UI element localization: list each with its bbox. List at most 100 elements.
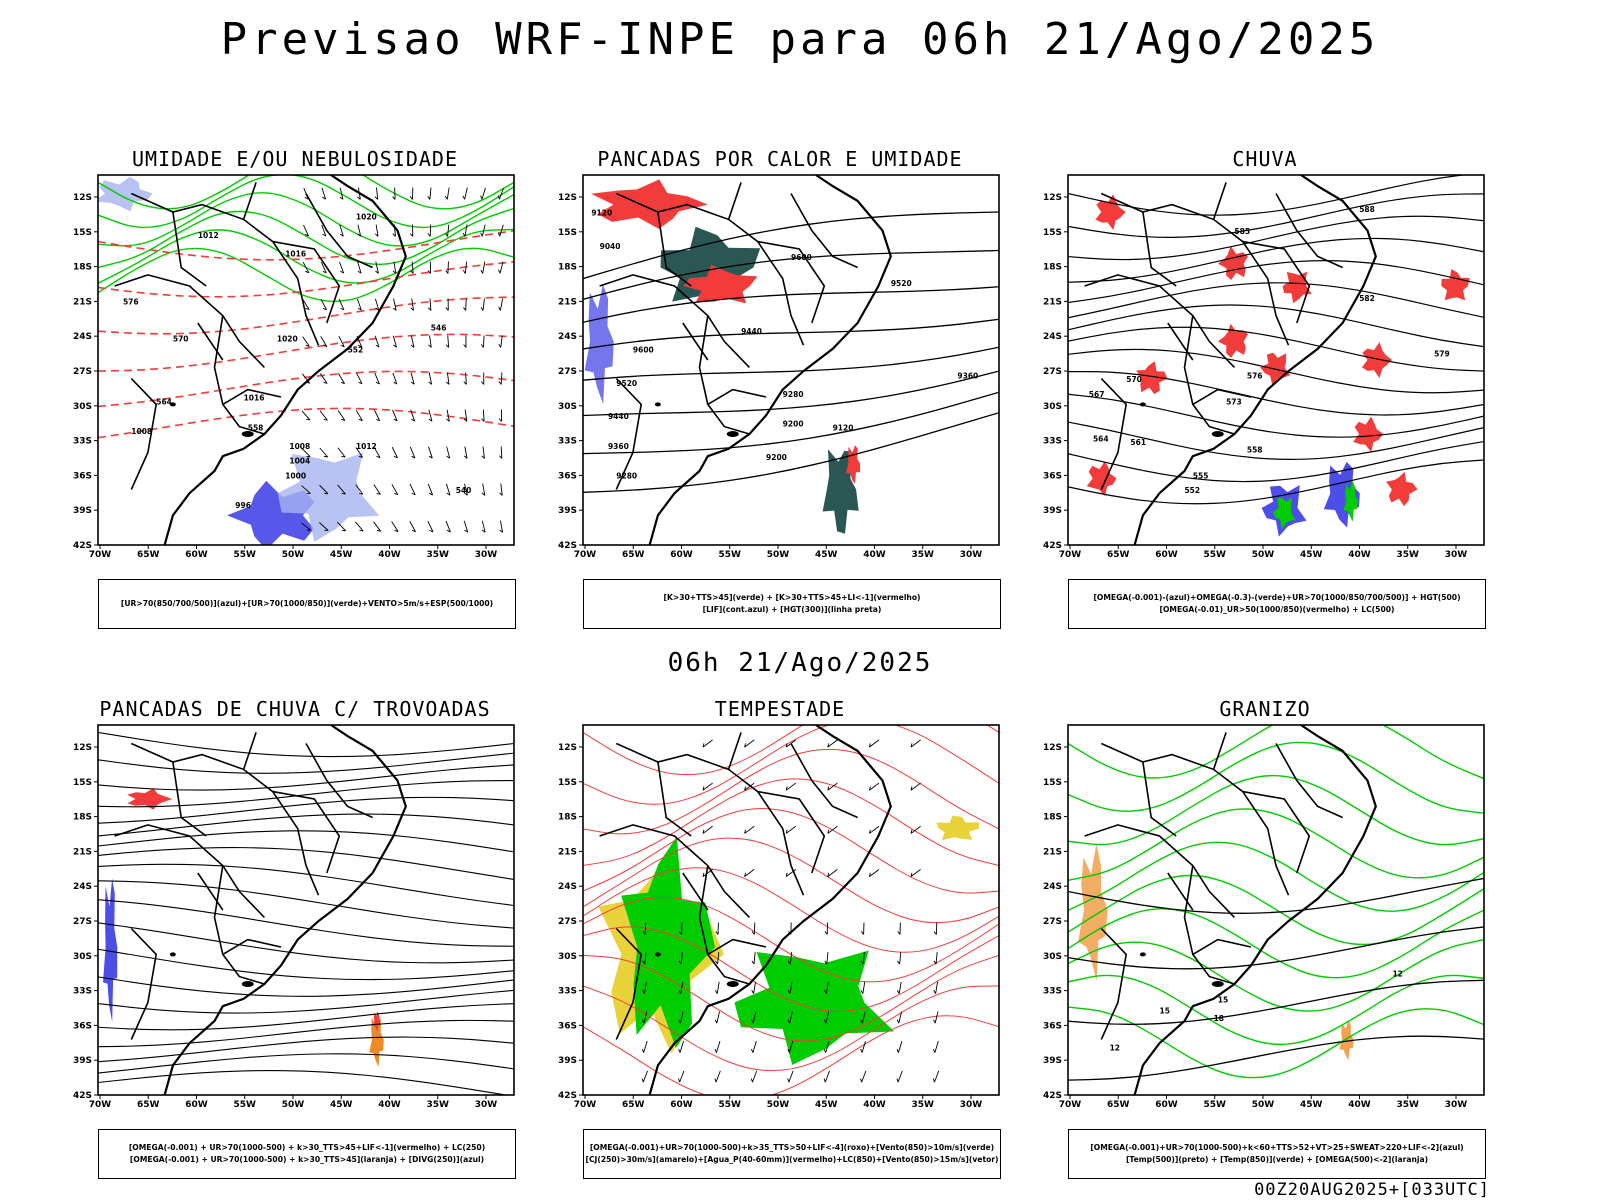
wind-vector — [428, 409, 433, 422]
streamline — [98, 1019, 514, 1048]
wind-vector — [498, 372, 503, 385]
map-frame — [582, 174, 1000, 546]
wind-vector — [302, 299, 310, 311]
wind-vector — [392, 187, 396, 200]
legend-line-2: [OMEGA(-0.001) + UR>70(1000-500) + k>30_… — [129, 1155, 485, 1164]
wind-vector — [824, 952, 829, 965]
map-frame — [1067, 724, 1485, 1096]
wind-vector — [463, 446, 468, 459]
country-border — [1084, 274, 1235, 368]
lon-tick-label: 30W — [1445, 1100, 1468, 1110]
wind-vector — [910, 869, 921, 877]
streamline — [98, 830, 514, 853]
map-frame — [97, 174, 515, 546]
panel-granizo: GRANIZO 12 15 18 15 12 12S 15S 18S 21S 24S 27S 30S 3… — [1030, 697, 1500, 1197]
lat-tick-label: 15S — [73, 228, 92, 238]
wind-vector — [932, 1070, 940, 1083]
unstable-area-red — [845, 445, 861, 484]
wind-vector — [355, 521, 364, 532]
wind-vector — [374, 187, 379, 200]
country-border — [1242, 790, 1311, 874]
contour-label: 576 — [123, 298, 139, 307]
contour-label: 570 — [173, 335, 189, 344]
contour-850-red — [583, 725, 999, 805]
country-border — [657, 211, 692, 287]
wind850-area-green — [734, 950, 895, 1065]
country-border — [1100, 192, 1290, 346]
legend-line-2: [CJ(250)>30m/s](amarelo)+[Agua_P(40-60mm… — [585, 1155, 999, 1164]
wind-vector — [463, 335, 467, 348]
wind-vector — [860, 952, 865, 965]
contour-label: 1016 — [244, 394, 265, 403]
lake-shape — [1139, 402, 1146, 407]
contour-850-red — [583, 725, 999, 776]
wind-vector — [320, 336, 328, 348]
lat-tick-label: 42S — [1043, 1091, 1062, 1101]
lon-tick-label: 35W — [1397, 550, 1420, 560]
panel-trovoadas: PANCADAS DE CHUVA C/ TROVOADAS 12S 15S 18S… — [60, 697, 530, 1197]
wind-vector — [481, 520, 486, 533]
wind-vector — [373, 521, 382, 532]
streamline — [98, 796, 514, 824]
lat-tick-label: 12S — [73, 193, 92, 203]
lat-tick-label: 12S — [558, 743, 577, 753]
streamline — [98, 779, 514, 808]
wind-vector — [641, 1070, 648, 1083]
rain-area-red — [1353, 416, 1384, 452]
wind-vector — [787, 1070, 794, 1083]
lat-tick-label: 36S — [73, 471, 92, 481]
wind-vector — [785, 782, 797, 791]
temp500-contour — [1068, 877, 1484, 914]
temp850-contour — [1068, 1006, 1484, 1079]
contour-label: 1020 — [356, 212, 377, 221]
lon-tick-label: 40W — [863, 550, 886, 560]
wind-vector — [463, 372, 467, 385]
wind-vector — [356, 298, 362, 311]
wind-vector — [896, 1011, 903, 1024]
wind-vector — [392, 261, 397, 274]
lon-tick-label: 65W — [137, 550, 160, 560]
hgt500-contour — [1068, 393, 1484, 438]
country-border — [1167, 872, 1194, 911]
hgt300-contour — [583, 412, 999, 493]
lat-tick-label: 21S — [558, 297, 577, 307]
lon-tick-label: 70W — [89, 550, 112, 560]
lon-tick-label: 60W — [1155, 550, 1178, 560]
lat-tick-label: 39S — [1043, 506, 1062, 516]
lat-tick-label: 39S — [73, 1056, 92, 1066]
country-border — [615, 927, 643, 1040]
country-border — [130, 377, 158, 490]
contour-label: 1020 — [277, 335, 298, 344]
wind-vector — [933, 1011, 939, 1024]
wind-vector — [339, 261, 345, 274]
humidity-contour-green — [98, 175, 514, 210]
streamline — [98, 899, 514, 947]
rain-area-red — [1136, 361, 1168, 395]
temp850-contour — [1068, 974, 1484, 1046]
contour-label: 1000 — [285, 471, 306, 480]
wind-vector — [860, 1070, 867, 1083]
panel-legend: [OMEGA(-0.001) + UR>70(1000-500) + k>30_… — [98, 1129, 516, 1179]
hgt500-contour — [1068, 304, 1484, 348]
wind-vector — [302, 336, 310, 347]
lat-tick-label: 36S — [1043, 471, 1062, 481]
contour-label: 9440 — [741, 327, 762, 336]
wind-vector — [642, 922, 647, 935]
temp850-contour — [1068, 741, 1484, 814]
wind-vector — [897, 952, 902, 965]
lon-tick-label: 35W — [912, 1100, 935, 1110]
hgt500-contour — [1068, 175, 1468, 216]
lon-tick-label: 50W — [1252, 1100, 1275, 1110]
wind-vector — [319, 373, 328, 384]
lat-tick-label: 42S — [558, 541, 577, 551]
wind-vector — [410, 372, 415, 385]
wind-vector — [301, 447, 311, 458]
wind-vector — [409, 521, 416, 533]
wind-vector — [702, 739, 713, 748]
contour-label: 582 — [1359, 294, 1375, 303]
country-border — [172, 761, 207, 837]
country-border — [130, 927, 158, 1040]
wind-vector — [392, 298, 397, 311]
country-border — [790, 743, 858, 819]
wind-vector — [409, 446, 416, 459]
